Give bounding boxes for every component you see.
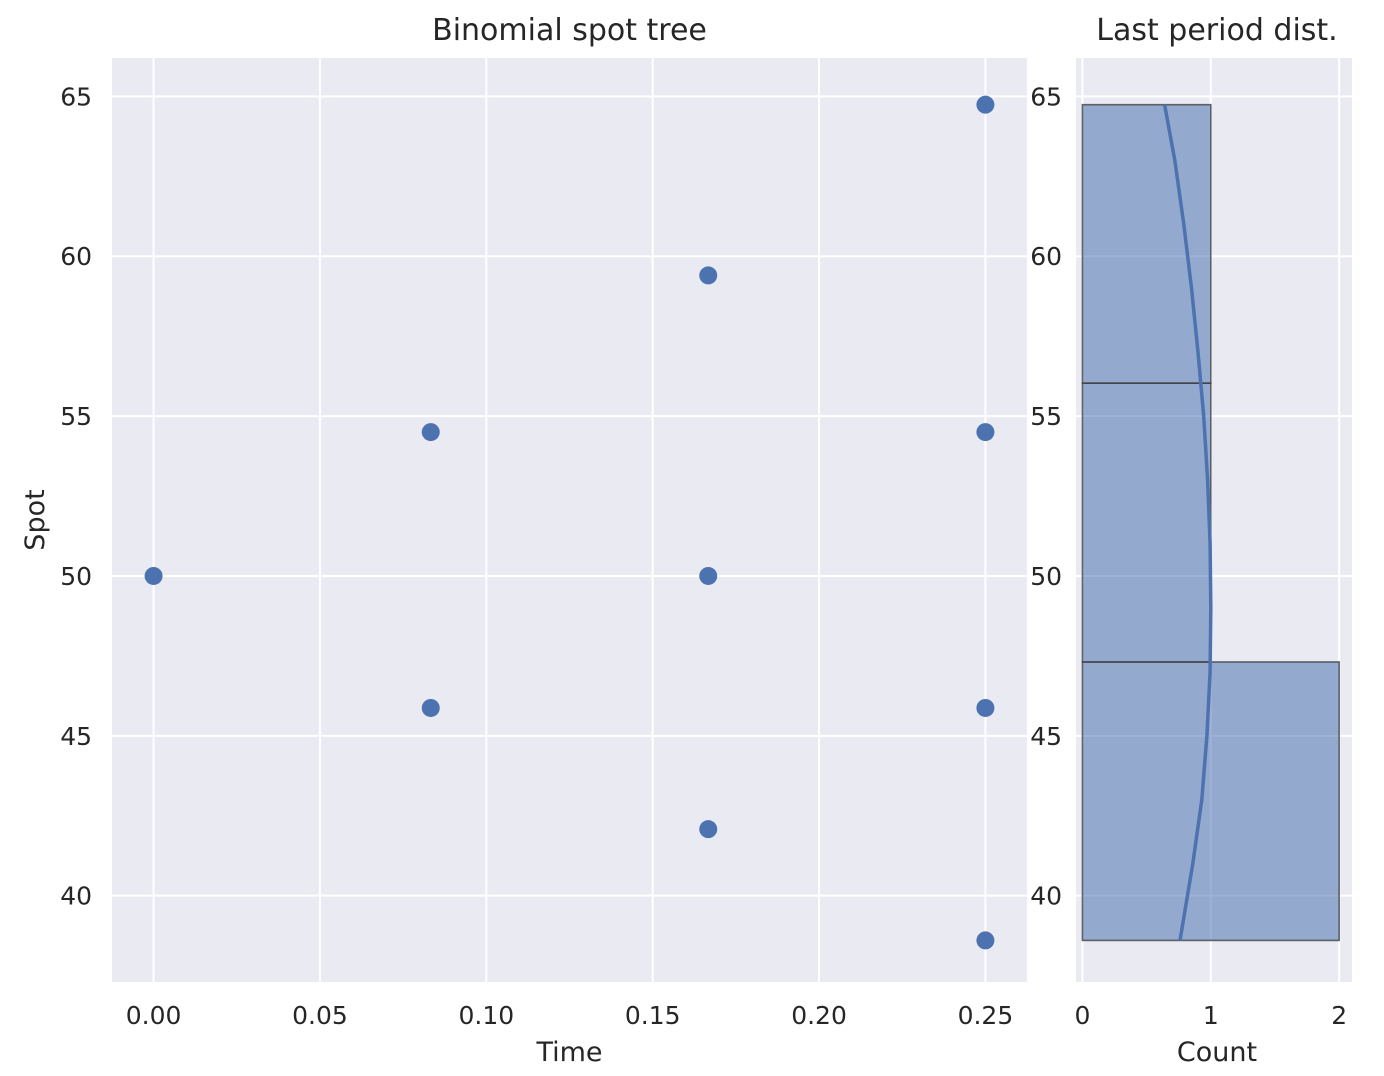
y-tick-label: 45: [1030, 722, 1062, 751]
kde-line: [1162, 104, 1213, 941]
x-tick-label: 0.05: [292, 1001, 348, 1030]
scatter-point: [699, 566, 718, 585]
kde-curve: [1162, 104, 1213, 941]
x-tick-label: 0.15: [625, 1001, 681, 1030]
histogram-bar: [1081, 661, 1340, 942]
spot-tree-panel: 0.00 0.05 0.10 0.15 0.20 0.25 40 45 50 55 60 65 Bi…: [20, 13, 1027, 1068]
scatter-point: [976, 95, 995, 114]
y-tick-label: 55: [1030, 402, 1062, 431]
scatter-point: [976, 931, 995, 950]
histogram-bar: [1081, 103, 1212, 384]
scatter-point: [699, 820, 718, 839]
x-tick-label: 0: [1074, 1001, 1090, 1030]
x-axis-label: Count: [1177, 1037, 1257, 1068]
scatter-point: [976, 698, 995, 717]
x-tick-label: 0.25: [958, 1001, 1014, 1030]
y-tick-label: 55: [60, 402, 92, 431]
y-tick-label: 40: [1030, 882, 1062, 911]
x-tick-label: 0.20: [791, 1001, 847, 1030]
x-tick-label: 0.10: [458, 1001, 514, 1030]
scatter-point: [699, 266, 718, 285]
x-tick-label: 2: [1331, 1001, 1347, 1030]
x-axis-label: Time: [535, 1037, 602, 1068]
y-tick-label: 60: [1030, 242, 1062, 271]
histogram-bars: [1081, 103, 1340, 942]
x-tick-labels: 0 1 2: [1074, 1001, 1347, 1030]
last-period-dist-panel: 0 1 2 40 45 50 55 60 65 Last period dist. Count: [1030, 13, 1352, 1068]
scatter-point: [144, 566, 163, 585]
y-tick-labels: 40 45 50 55 60 65: [1030, 82, 1062, 910]
histogram-bar: [1081, 382, 1212, 663]
y-tick-label: 65: [60, 82, 92, 111]
y-tick-label: 45: [60, 722, 92, 751]
scatter-point: [421, 423, 440, 442]
x-tick-labels: 0.00 0.05 0.10 0.15 0.20 0.25: [126, 1001, 1013, 1030]
x-tick-label: 1: [1203, 1001, 1219, 1030]
chart-title: Last period dist.: [1096, 13, 1337, 48]
scatter-point: [421, 698, 440, 717]
plot-background: [112, 58, 1027, 982]
scatter-points: [144, 95, 995, 950]
x-tick-label: 0.00: [126, 1001, 182, 1030]
scatter-point: [976, 423, 995, 442]
y-tick-label: 50: [60, 562, 92, 591]
gridlines: [112, 58, 1027, 982]
y-tick-label: 60: [60, 242, 92, 271]
y-tick-label: 65: [1030, 82, 1062, 111]
y-tick-label: 50: [1030, 562, 1062, 591]
y-tick-label: 40: [60, 882, 92, 911]
y-axis-label: Spot: [20, 489, 51, 550]
chart-title: Binomial spot tree: [432, 13, 707, 48]
y-tick-labels: 40 45 50 55 60 65: [60, 82, 92, 910]
